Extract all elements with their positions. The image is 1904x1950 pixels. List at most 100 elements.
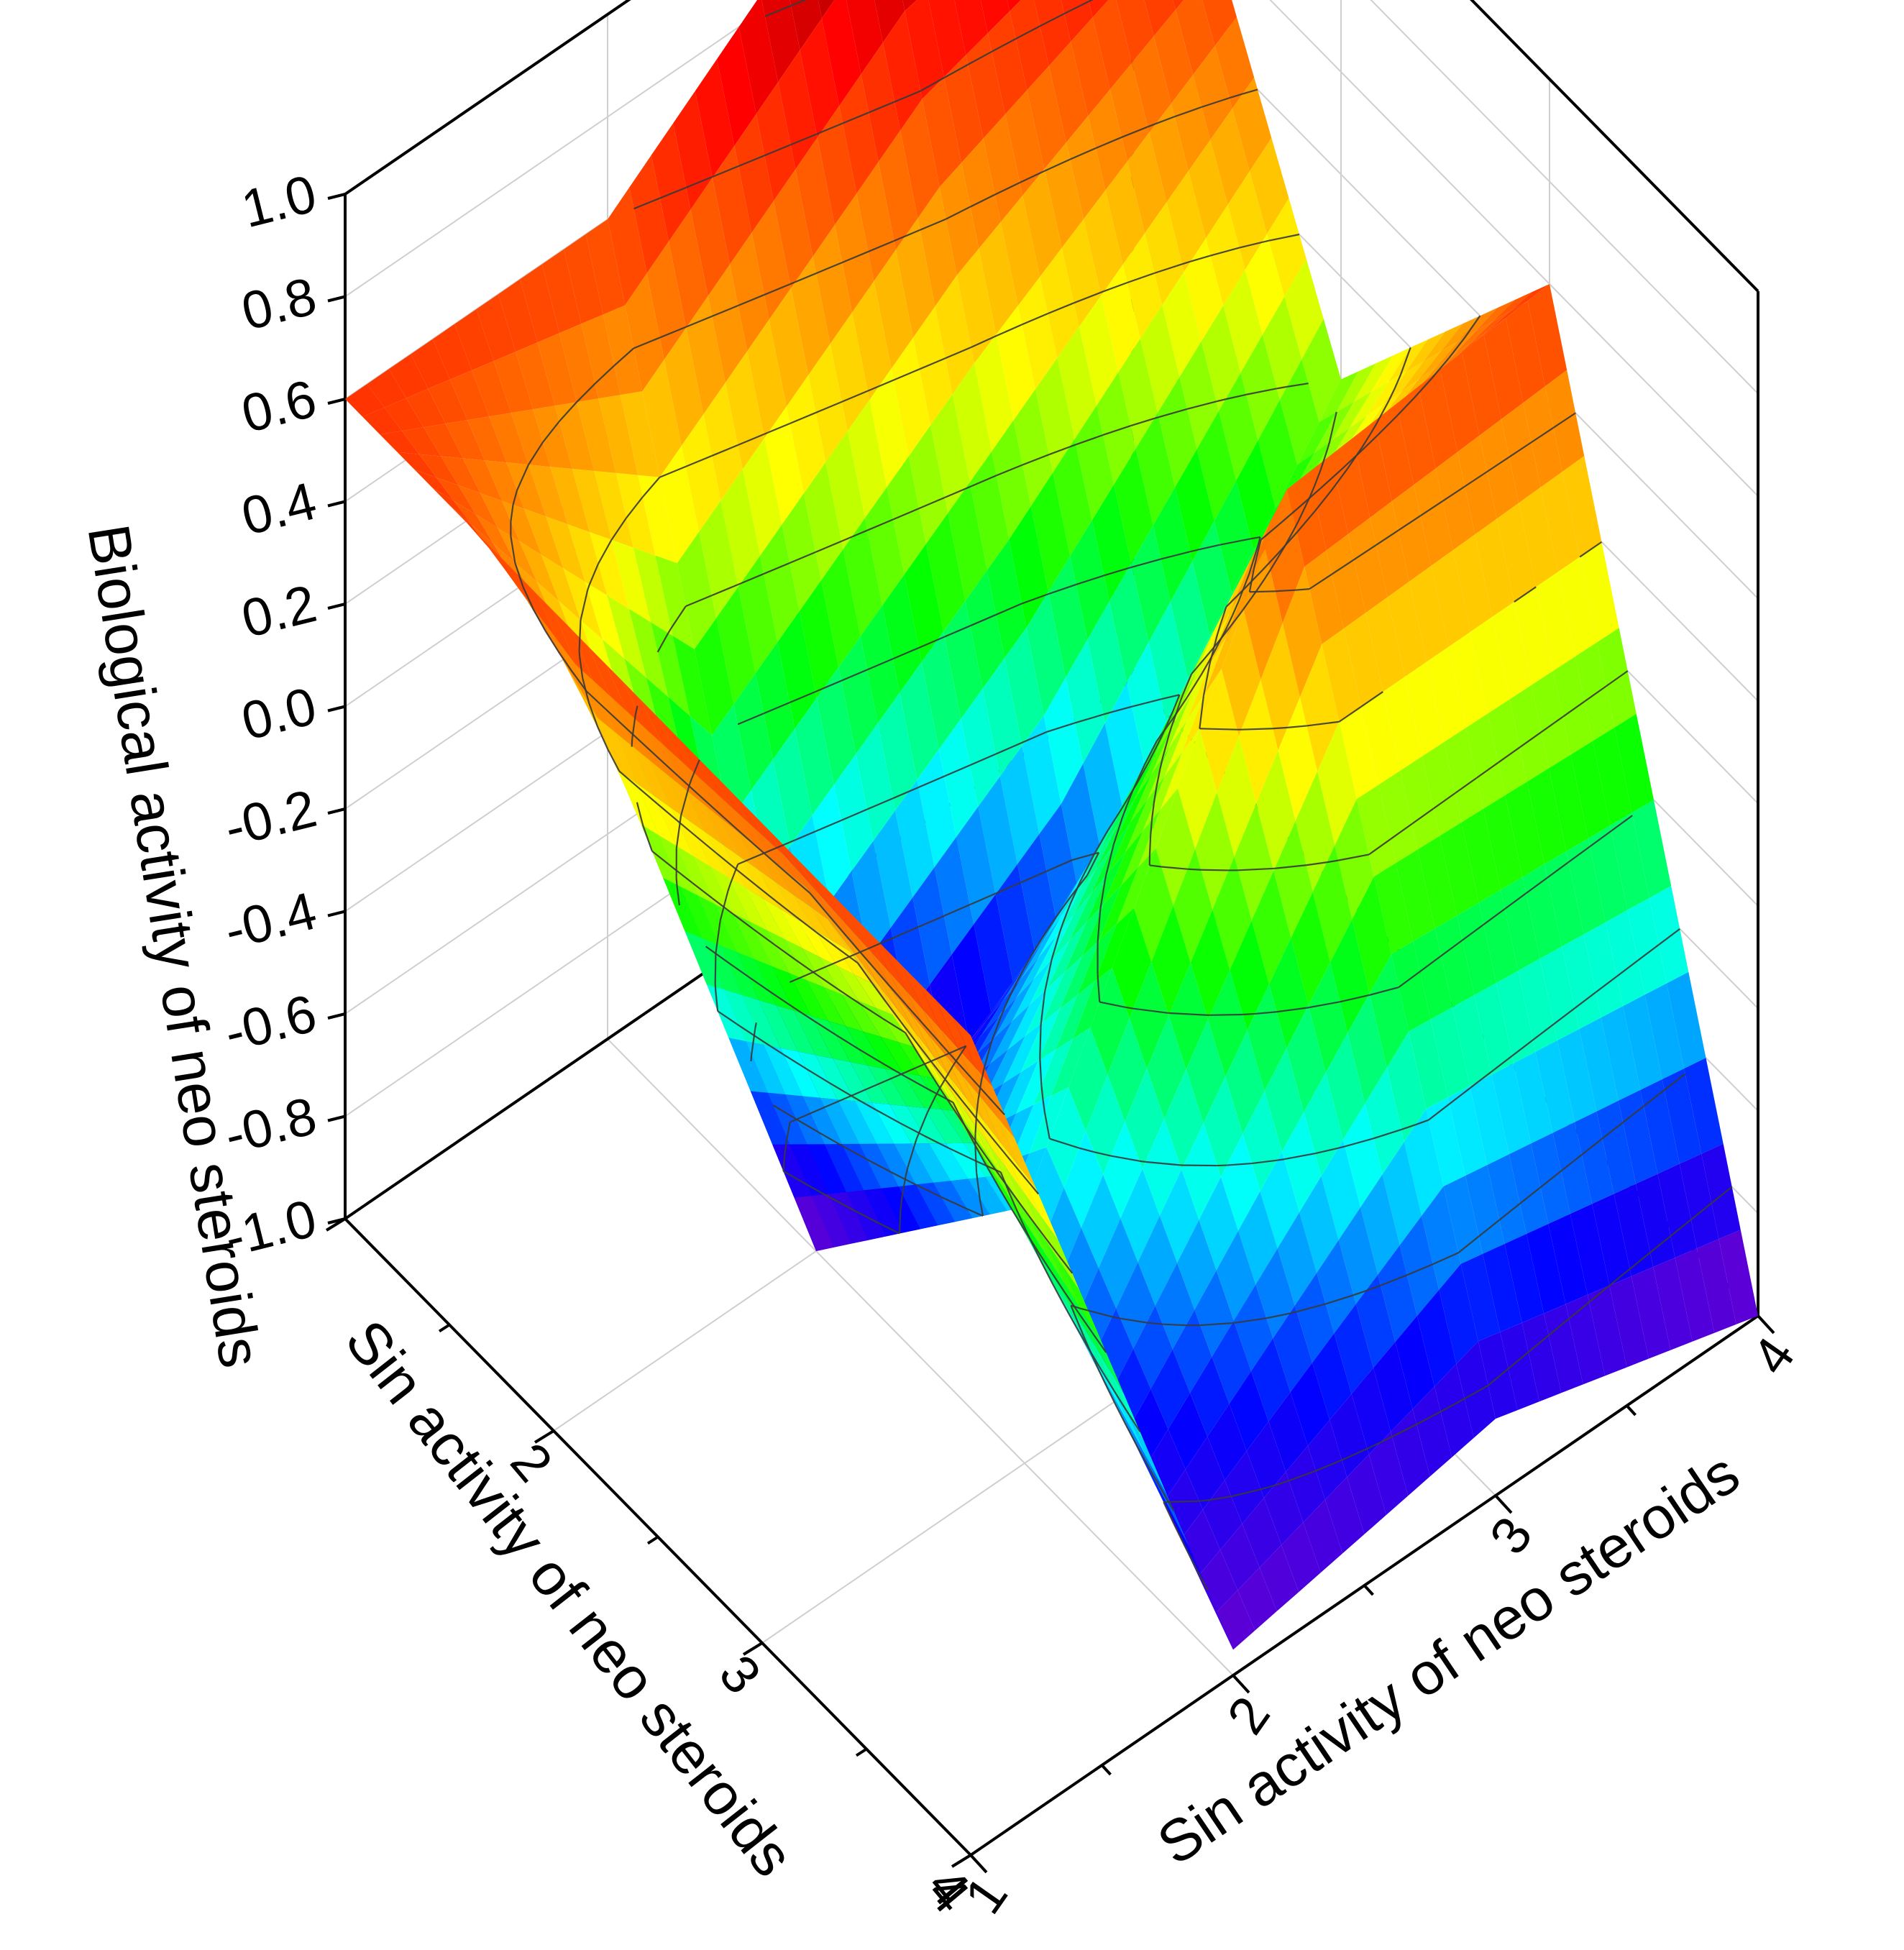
surface-patch (664, 328, 704, 446)
contour-segment (735, 868, 756, 886)
contour-segment (1328, 411, 1337, 443)
contour-segment (945, 347, 972, 360)
surface-patch (1549, 754, 1588, 851)
contour-segment (1004, 987, 1015, 1006)
contour-segment (634, 705, 639, 715)
surface-patch (1223, 270, 1263, 373)
contour-segment (769, 1045, 784, 1056)
contour-segment (1295, 588, 1310, 591)
surface-patch (1212, 1320, 1251, 1404)
contour-segment (1376, 529, 1399, 546)
contour-segment (1099, 1001, 1126, 1008)
contour-segment (1541, 715, 1564, 733)
contour-segment (1234, 1317, 1267, 1324)
contour-segment (1595, 976, 1618, 993)
surface-patch (1666, 971, 1706, 1069)
surface-patch (1312, 1333, 1352, 1420)
surface-patch (1423, 324, 1463, 362)
surface-patch (585, 219, 626, 315)
surface-patch (1012, 1096, 1051, 1160)
surface-patch (716, 587, 756, 705)
surface-patch (1404, 1109, 1444, 1216)
surface-patch (1414, 468, 1453, 566)
surface-patch (945, 1054, 984, 1122)
x-tick-mark (951, 1854, 972, 1868)
contour-segment (687, 315, 713, 328)
surface-patch (1609, 1276, 1649, 1368)
surface-patch (1026, 592, 1066, 716)
surface-patch (1057, 326, 1097, 439)
surface-patch (1640, 1079, 1680, 1174)
surface-patch (911, 1143, 951, 1183)
contour-segment (1037, 1250, 1042, 1257)
contour-segment (1287, 725, 1307, 728)
surface-patch (1388, 339, 1428, 382)
contour-segment (1401, 1124, 1416, 1131)
contour-segment (1395, 397, 1415, 418)
contour-segment (695, 836, 717, 853)
surface-patch (1330, 438, 1370, 534)
surface-patch (1170, 561, 1210, 679)
contour-segment (1163, 1501, 1175, 1525)
contour-segment (1186, 674, 1202, 698)
surface-patch (1033, 1038, 1074, 1105)
surface-patch (1242, 1091, 1282, 1191)
surface-patch (980, 0, 1010, 34)
surface-patch (1304, 550, 1344, 644)
surface-patch (1404, 662, 1445, 756)
surface-patch (938, 719, 979, 837)
contour-segment (1344, 1138, 1374, 1148)
surface-patch (1081, 1174, 1121, 1268)
contour-segment (892, 646, 920, 660)
contour-segment (815, 687, 824, 692)
contour-segment (999, 1174, 1015, 1196)
surface-patch (1623, 994, 1662, 1090)
surface-patch (655, 555, 695, 649)
surface-patch (812, 784, 852, 902)
surface-patch (915, 1182, 956, 1226)
contour-segment (915, 1184, 942, 1198)
surface-patch (1509, 1143, 1549, 1234)
contour-segment (1616, 960, 1639, 977)
surface-patch (550, 467, 590, 532)
contour-segment (1225, 393, 1247, 400)
contour-segment (982, 1160, 989, 1168)
surface-patch (1290, 1363, 1330, 1446)
contour-segment (685, 326, 687, 328)
surface-patch (581, 314, 621, 399)
contour-segment (1209, 634, 1218, 663)
contour-segment (1416, 1411, 1442, 1425)
surface-patch (1416, 1289, 1457, 1387)
surface-patch (943, 55, 984, 163)
y-tick-label: 4 (1740, 1327, 1806, 1385)
surface-patch (1347, 1454, 1386, 1534)
surface-patch (808, 344, 848, 462)
x-axis-title: Sin activity of neo steroids (333, 1309, 806, 1889)
surface-patch (1373, 1342, 1413, 1432)
surface-patch (1505, 782, 1544, 877)
surface-patch (956, 806, 996, 925)
surface-patch (1122, 233, 1163, 339)
surface-patch (1255, 1248, 1295, 1339)
surface-patch (458, 485, 498, 528)
contour-segment (945, 1079, 962, 1100)
surface-patch (882, 11, 923, 131)
contour-segment (1300, 487, 1322, 507)
surface-patch (498, 528, 537, 582)
contour-segment (1225, 587, 1245, 608)
contour-segment (1440, 1398, 1465, 1413)
surface-patch (1514, 587, 1554, 685)
y-tick-label: 2 (1215, 1686, 1281, 1744)
contour-segment (1568, 1301, 1590, 1319)
contour-segment (1150, 820, 1153, 836)
contour-segment (656, 632, 669, 653)
surface-patch (772, 966, 811, 1016)
surface-patch (1147, 1015, 1186, 1120)
surface-patch (498, 279, 538, 352)
surface-patch (766, 839, 806, 887)
surface-patch (1206, 204, 1245, 306)
contour-segment (578, 656, 584, 679)
surface-patch (1177, 1219, 1217, 1310)
contour-segment (918, 775, 945, 789)
contour-segment (1026, 958, 1030, 963)
